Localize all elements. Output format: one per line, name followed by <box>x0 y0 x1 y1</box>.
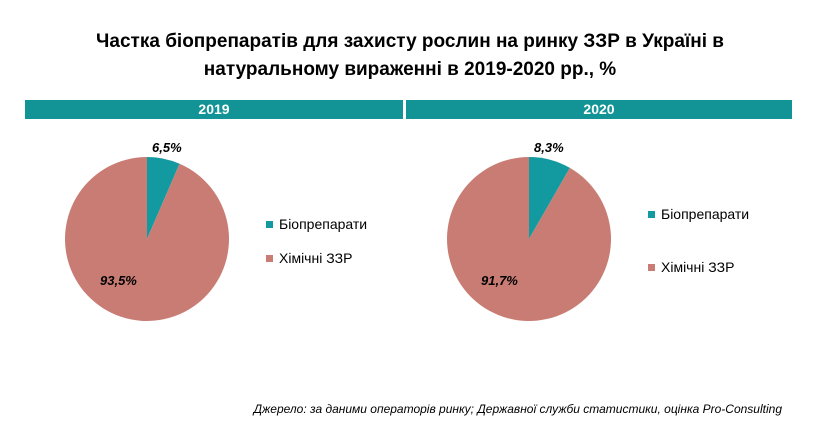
legend-swatch-bio <box>266 220 273 228</box>
year-band-2020: 2020 <box>406 100 792 119</box>
legend-label: Біопрепарати <box>661 206 750 222</box>
chart-title: Частка біопрепаратів для захисту рослин … <box>96 31 724 80</box>
legend-label: Хімічні ЗЗР <box>279 250 353 266</box>
legend-swatch-chem <box>266 254 273 262</box>
legend-label: Біопрепарати <box>279 216 368 232</box>
legend-item-chem: Хімічні ЗЗР <box>266 249 352 267</box>
legend-swatch-chem <box>648 263 655 271</box>
legend-item-bio: Біопрепарати <box>266 215 367 233</box>
slice-bio-2020 <box>529 157 570 239</box>
slice-label-bio-2019: 6,5% <box>152 140 182 155</box>
slice-label-bio-2020: 8,3% <box>534 140 564 155</box>
year-band-2019: 2019 <box>25 100 403 119</box>
slice-label-chem-2019: 93,5% <box>100 273 137 288</box>
legend-label: Хімічні ЗЗР <box>661 259 735 275</box>
slice-chem-2019 <box>64 157 229 321</box>
pie-chart-2019 <box>64 157 229 321</box>
legend-swatch-bio <box>648 210 655 218</box>
slice-chem-2020 <box>447 157 611 321</box>
legend-item-chem: Хімічні ЗЗР <box>648 258 734 276</box>
slice-bio-2019 <box>147 157 180 239</box>
pie-chart-2020 <box>447 157 611 321</box>
legend-item-bio: Біопрепарати <box>648 205 749 223</box>
source-note: Джерело: за даними операторів ринку; Дер… <box>253 402 782 416</box>
slice-label-chem-2020: 91,7% <box>481 273 518 288</box>
